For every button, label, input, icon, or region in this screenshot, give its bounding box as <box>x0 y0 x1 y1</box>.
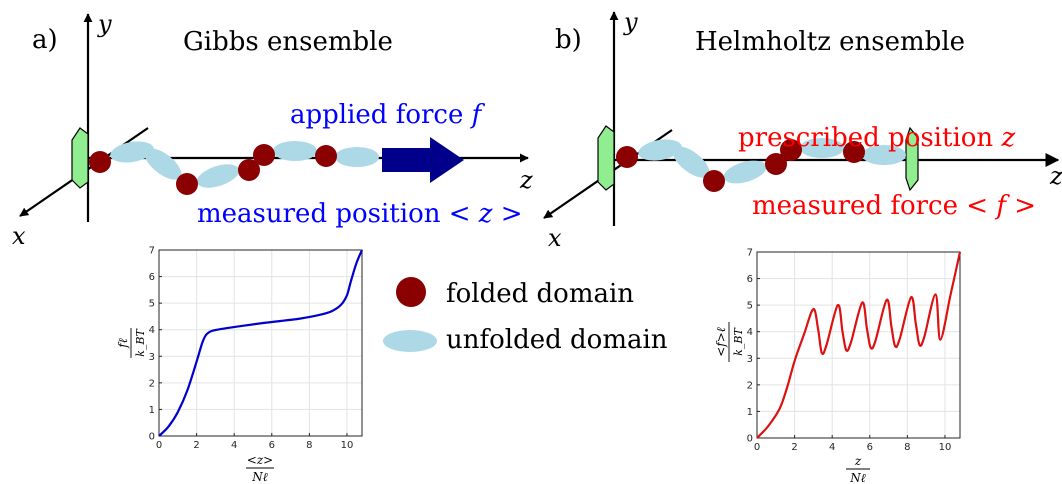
chart-gibbs-ytick-label: 1 <box>149 405 155 416</box>
panel-b-title: Helmholtz ensemble <box>695 27 965 57</box>
chart-helmholtz-xtick-label: 6 <box>867 442 873 453</box>
legend-folded-marker <box>396 277 426 307</box>
chart-helmholtz-ytick-label: 5 <box>747 301 753 312</box>
chart-gibbs-frame <box>158 249 363 437</box>
chart-gibbs-xtick-label: 10 <box>341 440 354 451</box>
chart-helmholtz-ytick-label: 1 <box>747 407 753 418</box>
chart-gibbs-ytick-label: 6 <box>149 272 155 283</box>
panel-a-label: a) <box>32 25 58 55</box>
folded-domain <box>89 151 111 173</box>
folded-domain <box>703 170 725 192</box>
chart-gibbs-xlabel-num: <z> <box>247 453 273 467</box>
chart-gibbs-ytick-label: 7 <box>149 246 155 257</box>
chart-gibbs-curve <box>158 249 364 437</box>
folded-domain <box>176 173 198 195</box>
unfolded-domain <box>800 138 844 158</box>
applied-force-arrow <box>382 137 464 183</box>
chart-helmholtz-xlabel-num: z <box>854 454 862 468</box>
unfolded-domain <box>672 146 710 178</box>
folded-domain <box>765 153 787 175</box>
unfolded-domain <box>335 147 379 167</box>
unfolded-domain <box>723 160 767 184</box>
chart-gibbs-grid <box>159 250 362 436</box>
chart-helmholtz-ytick-label: 3 <box>747 354 753 365</box>
chart-helmholtz-curve <box>756 251 962 439</box>
legend-unfolded-marker <box>383 330 437 352</box>
panel-a-x-label: x <box>12 222 26 250</box>
unfolded-domain <box>196 164 240 188</box>
chart-gibbs-xtick-label: 0 <box>156 440 162 451</box>
folded-domain <box>616 146 638 168</box>
chart-helmholtz-ytick-label: 2 <box>747 380 753 391</box>
unfolded-domain <box>144 148 182 180</box>
folded-domain <box>238 159 260 181</box>
panel-b: b) Helmholtz ensemble y z x prescribed p… <box>543 8 1062 252</box>
panel-a-title: Gibbs ensemble <box>183 27 393 57</box>
unfolded-domain <box>862 145 906 165</box>
chart-gibbs-ylabel-num: fℓ <box>116 338 130 348</box>
chart-gibbs-xtick-label: 4 <box>231 440 237 451</box>
panel-a-z-label: z <box>519 166 533 194</box>
unfolded-domain <box>273 141 317 161</box>
unfolded-domain <box>110 141 154 163</box>
chart-helmholtz-ylabel-den: k_BT <box>732 327 745 356</box>
chart-gibbs-ticks: 0 2 4 6 8 10 0 1 2 3 4 5 6 7 <box>149 246 354 452</box>
chart-helmholtz-ytick-label: 6 <box>747 274 753 285</box>
legend: folded domain unfolded domain <box>383 277 668 355</box>
chart-helmholtz-ytick-label: 0 <box>747 434 753 445</box>
applied-force-label: applied force f <box>290 100 486 130</box>
folded-domain <box>780 139 802 161</box>
folded-domain <box>843 141 865 163</box>
legend-folded-label: folded domain <box>446 279 634 309</box>
folded-domain <box>253 144 275 166</box>
chart-gibbs: 0 2 4 6 8 10 0 1 2 3 4 5 6 7 <z> Nℓ fℓ k_BT <box>116 246 364 484</box>
panel-b-right-clamp <box>905 126 919 192</box>
chart-gibbs-ytick-label: 2 <box>149 378 155 389</box>
chart-gibbs-xtick-label: 8 <box>306 440 312 451</box>
legend-unfolded-label: unfolded domain <box>446 325 668 355</box>
measured-position-label: measured position < z > <box>197 199 523 229</box>
panel-b-x-label: x <box>548 224 562 252</box>
prescribed-position-label: prescribed position z <box>738 123 1015 153</box>
chart-helmholtz-frame <box>756 251 961 439</box>
chart-gibbs-xtick-label: 2 <box>193 440 199 451</box>
chart-helmholtz-xtick-label: 8 <box>904 442 910 453</box>
panel-a-y-label: y <box>97 10 112 38</box>
chart-gibbs-xtick-label: 6 <box>269 440 275 451</box>
chart-helmholtz-ytick-label: 4 <box>747 327 753 338</box>
chart-helmholtz-ticks: 0 2 4 6 8 10 0 1 2 3 4 5 6 7 <box>747 248 952 454</box>
chart-helmholtz-grid <box>757 252 960 438</box>
panel-b-y-label: y <box>623 8 638 36</box>
chart-gibbs-ytick-label: 0 <box>149 432 155 443</box>
chart-gibbs-ytick-label: 4 <box>149 325 155 336</box>
panel-a-clamp <box>71 127 89 189</box>
chart-helmholtz-xtick-label: 2 <box>791 442 797 453</box>
chart-helmholtz-ytick-label: 7 <box>747 248 753 259</box>
measured-force-label: measured force < f > <box>752 191 1036 221</box>
chart-helmholtz-xtick-label: 10 <box>939 442 952 453</box>
panel-b-left-clamp <box>597 125 615 191</box>
chart-helmholtz-ylabel-num: <f>ℓ <box>714 327 728 357</box>
chart-helmholtz-xlabel-den: Nℓ <box>849 471 866 484</box>
chart-gibbs-xlabel-den: Nℓ <box>251 470 268 484</box>
chart-gibbs-ytick-label: 3 <box>149 352 155 363</box>
chart-helmholtz: 0 2 4 6 8 10 0 1 2 3 4 5 6 7 z Nℓ <f>ℓ k_BT <box>714 248 962 484</box>
panel-b-chain <box>616 138 906 192</box>
panel-a: a) Gibbs ensemble y z x applied force f … <box>12 10 533 250</box>
folded-domain <box>315 145 337 167</box>
unfolded-domain <box>638 139 682 161</box>
panel-b-label: b) <box>555 25 582 55</box>
chart-gibbs-ylabel-den: k_BT <box>134 328 147 357</box>
chart-helmholtz-xtick-label: 0 <box>754 442 760 453</box>
panel-a-chain <box>89 141 379 195</box>
chart-helmholtz-xtick-label: 4 <box>829 442 835 453</box>
chart-gibbs-ytick-label: 5 <box>149 299 155 310</box>
panel-b-z-label: z <box>1049 162 1062 190</box>
